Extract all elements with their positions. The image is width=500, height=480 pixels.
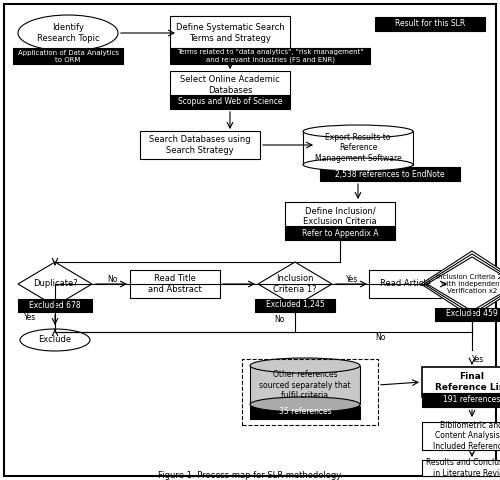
Ellipse shape: [250, 358, 360, 373]
FancyBboxPatch shape: [422, 367, 500, 397]
Text: Scopus and Web of Science: Scopus and Web of Science: [178, 97, 282, 107]
FancyBboxPatch shape: [170, 95, 290, 109]
FancyBboxPatch shape: [130, 270, 220, 298]
FancyBboxPatch shape: [435, 308, 500, 321]
FancyBboxPatch shape: [170, 16, 290, 50]
FancyBboxPatch shape: [369, 270, 441, 298]
FancyBboxPatch shape: [422, 422, 500, 450]
Polygon shape: [258, 262, 332, 306]
FancyBboxPatch shape: [140, 131, 260, 159]
FancyBboxPatch shape: [255, 299, 335, 312]
FancyBboxPatch shape: [422, 393, 500, 407]
Text: Define Systematic Search
Terms and Strategy: Define Systematic Search Terms and Strat…: [176, 24, 284, 43]
Text: Select Online Academic
Databases: Select Online Academic Databases: [180, 75, 280, 95]
FancyBboxPatch shape: [170, 48, 370, 64]
FancyBboxPatch shape: [250, 406, 360, 419]
Text: Identify
Research Topic: Identify Research Topic: [36, 24, 100, 43]
Polygon shape: [421, 251, 500, 317]
Text: Bibliometric and
Content Analysis of
Included References: Bibliometric and Content Analysis of Inc…: [433, 421, 500, 451]
Text: No: No: [107, 276, 117, 285]
FancyBboxPatch shape: [250, 366, 360, 405]
Ellipse shape: [250, 397, 360, 412]
FancyBboxPatch shape: [285, 202, 395, 230]
Text: Other references
sourced separately that
fulfil criteria: Other references sourced separately that…: [259, 370, 351, 400]
Text: Yes: Yes: [24, 312, 36, 322]
Ellipse shape: [303, 125, 413, 138]
Ellipse shape: [18, 15, 118, 51]
FancyBboxPatch shape: [13, 48, 123, 64]
Text: Read Article: Read Article: [380, 279, 430, 288]
Text: Yes: Yes: [472, 356, 484, 364]
Text: 2,538 references to EndNote: 2,538 references to EndNote: [335, 169, 445, 179]
Text: Figure 1. Process map for SLR methodology.: Figure 1. Process map for SLR methodolog…: [158, 470, 342, 480]
Text: Duplicate?: Duplicate?: [32, 279, 78, 288]
FancyBboxPatch shape: [375, 17, 485, 31]
FancyBboxPatch shape: [320, 167, 460, 181]
FancyBboxPatch shape: [4, 4, 496, 476]
Text: Define Inclusion/
Exclusion Criteria: Define Inclusion/ Exclusion Criteria: [303, 206, 377, 226]
FancyBboxPatch shape: [18, 299, 92, 312]
Text: Final
Reference List: Final Reference List: [435, 372, 500, 392]
Text: No: No: [375, 333, 385, 341]
Text: Inclusion Criteria 2?,
with Independent
Verification x2: Inclusion Criteria 2?, with Independent …: [436, 274, 500, 294]
Text: No: No: [274, 314, 284, 324]
Text: Export Results to
Reference
Management Software: Export Results to Reference Management S…: [314, 133, 402, 163]
FancyBboxPatch shape: [303, 132, 413, 165]
Polygon shape: [424, 254, 500, 314]
Text: 35 references: 35 references: [278, 408, 332, 417]
FancyBboxPatch shape: [170, 71, 290, 99]
Ellipse shape: [303, 158, 413, 171]
Text: Search Databases using
Search Strategy: Search Databases using Search Strategy: [149, 135, 251, 155]
Text: Excluded 459: Excluded 459: [446, 310, 498, 319]
Text: Results and Conclusions
in Literature Review: Results and Conclusions in Literature Re…: [426, 458, 500, 478]
Text: Exclude: Exclude: [38, 336, 72, 345]
Text: 191 references: 191 references: [444, 396, 500, 405]
FancyBboxPatch shape: [422, 460, 500, 476]
Text: Result for this SLR: Result for this SLR: [395, 20, 465, 28]
Text: Terms related to "data analytics", "risk management"
and relevant industries (FS: Terms related to "data analytics", "risk…: [177, 49, 363, 63]
Polygon shape: [427, 257, 500, 311]
FancyBboxPatch shape: [285, 226, 395, 240]
Text: Application of Data Analytics
to ORM: Application of Data Analytics to ORM: [18, 49, 118, 62]
Text: Inclusion
Criteria 1?: Inclusion Criteria 1?: [273, 274, 317, 294]
Text: Refer to Appendix A: Refer to Appendix A: [302, 228, 378, 238]
Text: Excluded 1,245: Excluded 1,245: [266, 300, 324, 310]
Ellipse shape: [20, 329, 90, 351]
Text: Read Title
and Abstract: Read Title and Abstract: [148, 274, 202, 294]
Polygon shape: [18, 262, 92, 306]
Text: Yes: Yes: [346, 276, 358, 285]
Text: Excluded 678: Excluded 678: [29, 300, 81, 310]
